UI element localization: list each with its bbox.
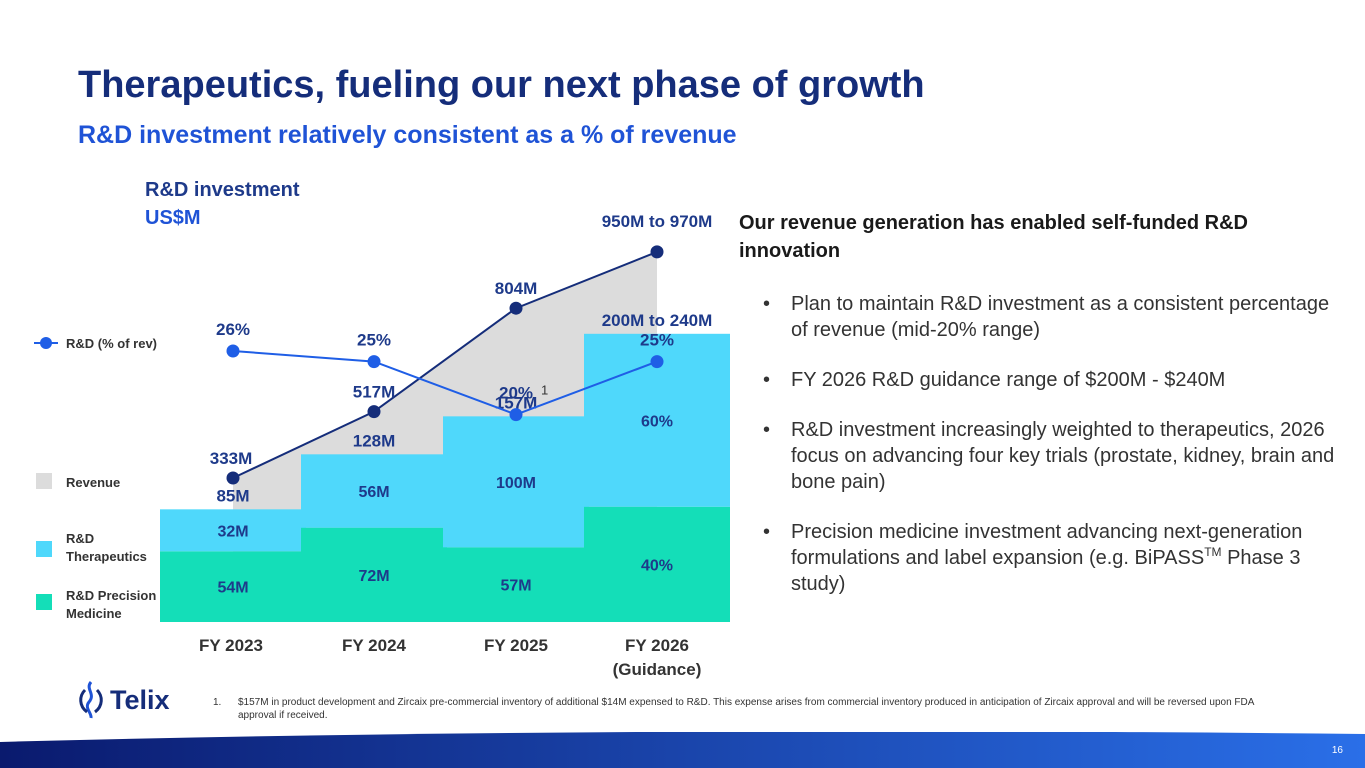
therapeutics-value-label: 100M [496, 475, 536, 492]
therapeutics-value-label: 60% [641, 413, 673, 430]
bottom-band [0, 732, 1365, 768]
legend-precision-label: R&D Precision [66, 588, 156, 603]
logo-text: Telix [110, 684, 170, 715]
bullet-text: Precision medicine investment advancing … [791, 521, 1303, 569]
bar-precision-medicine [584, 506, 730, 622]
bar-total-label: 85M [216, 486, 249, 505]
revenue-value-label: 333M [210, 449, 253, 468]
bullet-list: • Plan to maintain R&D investment as a co… [739, 291, 1339, 597]
revenue-point [226, 471, 240, 485]
rd-pct-point [226, 344, 240, 358]
legend-precision-label: Medicine [66, 606, 122, 621]
legend-revenue-label: Revenue [66, 475, 120, 490]
bullet-text-end: Phase 3 study) [791, 547, 1301, 595]
bar-total-label: 128M [353, 431, 396, 450]
bar-therapeutics [160, 509, 306, 552]
legend-rd-pct-label: R&D (% of rev) [66, 336, 157, 351]
rd-pct-value-label: 25% [357, 331, 391, 350]
legend-precision-swatch [36, 594, 52, 610]
right-heading: Our revenue generation has enabled self-… [739, 212, 1248, 262]
bullet-item: • Plan to maintain R&D investment as a co… [739, 291, 1339, 343]
bar-precision-medicine [160, 551, 306, 622]
rd-pct-value-label: 25% [640, 331, 674, 350]
revenue-value-label: 950M to 970M [602, 212, 713, 231]
trademark-sup: TM [1204, 545, 1222, 559]
bullet-text: FY 2026 R&D guidance range of $200M - $2… [791, 369, 1226, 391]
bullet-text: Plan to maintain R&D investment as a con… [791, 293, 1330, 341]
bullet-item: • Precision medicine investment advancing… [739, 519, 1339, 597]
telix-logo: Telix [76, 680, 170, 720]
therapeutics-value-label: 32M [217, 523, 248, 540]
rd-pct-point [367, 355, 381, 369]
legend-revenue-swatch [36, 473, 52, 489]
page-title: Therapeutics, fueling our next phase of … [78, 64, 925, 106]
rd-pct-point [509, 408, 523, 422]
revenue-value-label: 517M [353, 383, 396, 402]
x-tick-label: FY 2024 [342, 636, 407, 655]
right-panel: Our revenue generation has enabled self-… [739, 209, 1339, 621]
bar-total-label: 200M to 240M [602, 311, 713, 330]
x-tick-label: FY 2025 [484, 636, 548, 655]
bullet-marker: • [763, 521, 771, 543]
footnote: 1. $157M in product development and Zirc… [213, 696, 1273, 722]
bullet-item: • FY 2026 R&D guidance range of $200M - $… [739, 367, 1339, 393]
precision-value-label: 57M [500, 578, 531, 595]
legend-therapeutics-label: Therapeutics [66, 549, 147, 564]
legend-therapeutics-swatch [36, 541, 52, 557]
chart-units-label: US$M [145, 207, 201, 229]
bar-total-label: 157M [495, 393, 538, 412]
bullet-marker: • [763, 419, 771, 441]
bullet-marker: • [763, 369, 771, 391]
bullet-marker: • [763, 293, 771, 315]
x-tick-label: FY 2023 [199, 636, 263, 655]
rd-pct-value-label: 26% [216, 320, 250, 339]
bar-precision-medicine [301, 527, 447, 622]
telix-emblem-icon [79, 681, 103, 719]
chart-title: R&D investment [145, 179, 300, 201]
page-subtitle: R&D investment relatively consistent as … [78, 121, 737, 149]
revenue-point [650, 245, 664, 259]
bar-therapeutics [443, 416, 589, 548]
precision-value-label: 40% [641, 557, 673, 574]
rd-pct-line [232, 350, 658, 416]
x-tick-sublabel: (Guidance) [613, 660, 702, 679]
rd-pct-value-label: 20% [499, 384, 533, 403]
revenue-point [367, 405, 381, 419]
legend-therapeutics-label: R&D [66, 531, 94, 546]
revenue-point [509, 301, 523, 315]
revenue-line [232, 250, 658, 479]
therapeutics-value-label: 56M [358, 484, 389, 501]
precision-value-label: 54M [217, 580, 248, 597]
legend-rd-pct-marker [40, 337, 52, 349]
x-tick-label: FY 2026 [625, 636, 689, 655]
precision-value-label: 72M [358, 568, 389, 585]
bar-precision-medicine [443, 547, 589, 622]
footnote-number: 1. [213, 697, 222, 708]
footnote-marker: 1 [541, 382, 548, 397]
page-number: 16 [1331, 745, 1343, 756]
bar-therapeutics [301, 454, 447, 528]
footnote-text: $157M in product development and Zircaix… [238, 697, 1254, 721]
rd-pct-point [650, 355, 664, 369]
revenue-value-label: 804M [495, 279, 538, 298]
bullet-item: • R&D investment increasingly weighted to… [739, 417, 1339, 495]
bullet-text: R&D investment increasingly weighted to … [791, 419, 1335, 493]
